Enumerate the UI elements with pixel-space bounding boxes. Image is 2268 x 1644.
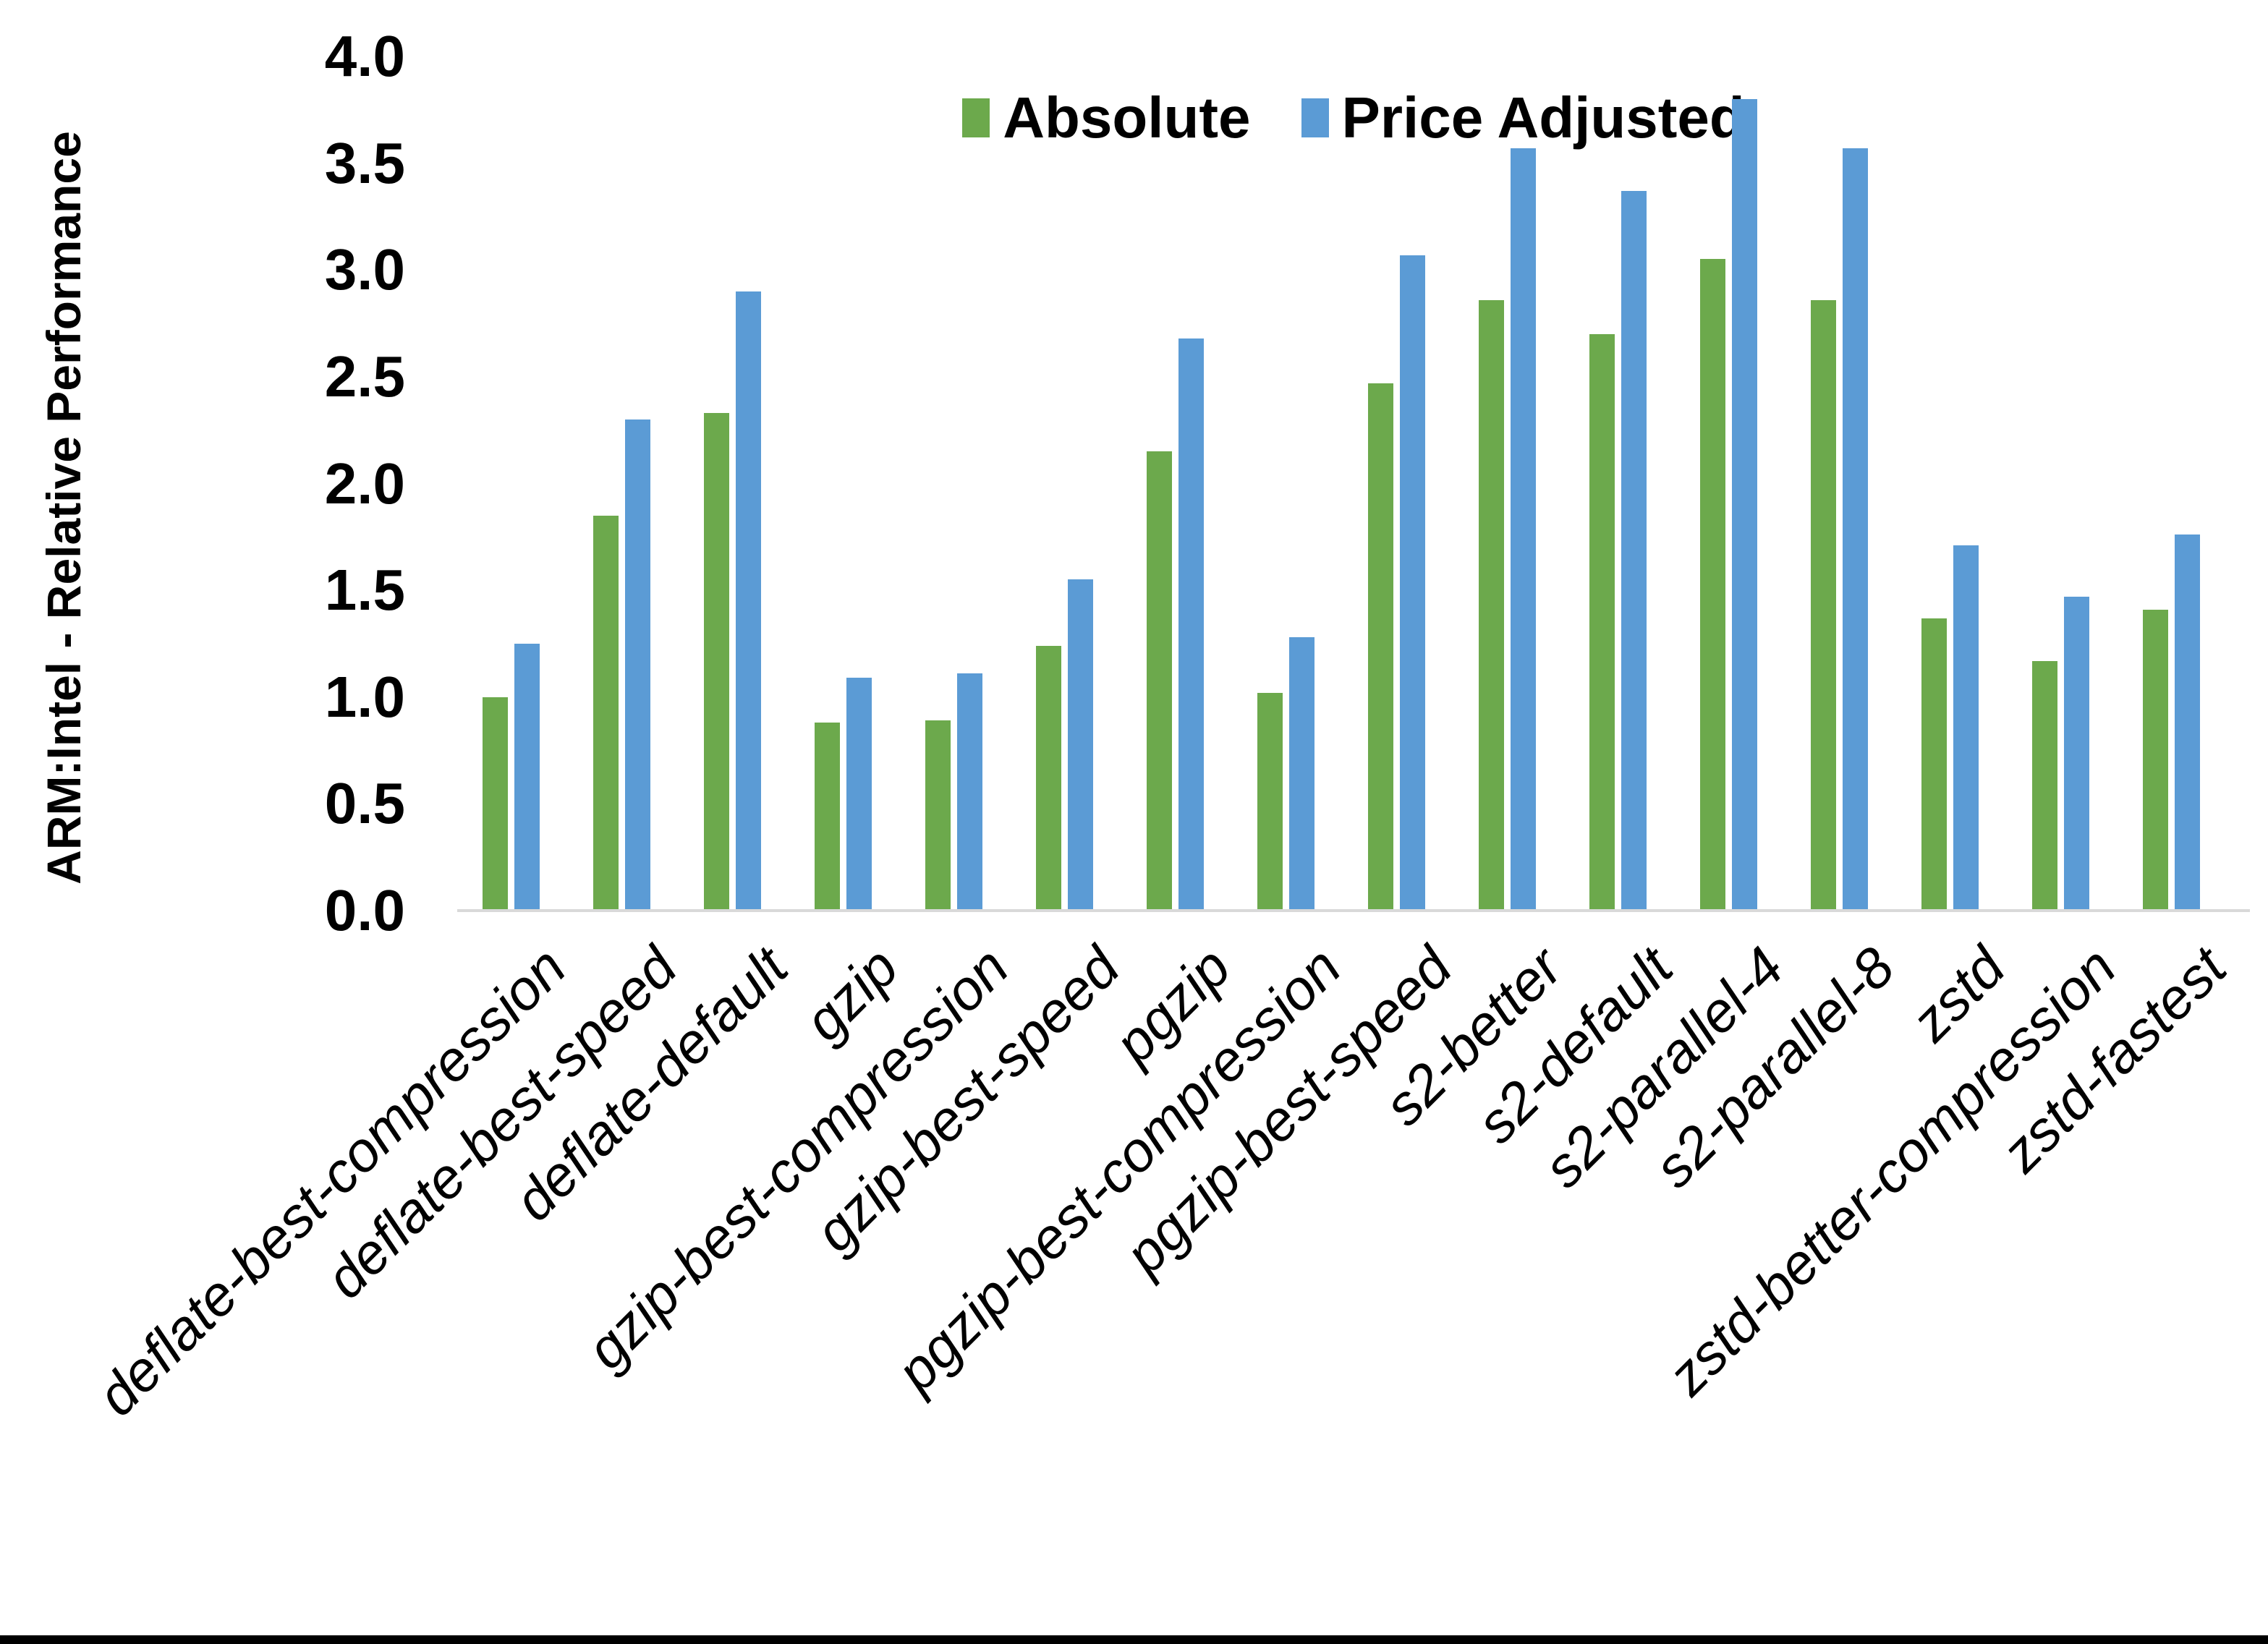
bar-price-adjusted (1732, 99, 1757, 911)
bar-price-adjusted (957, 673, 982, 911)
y-tick-label: 1.5 (324, 558, 405, 622)
bar-price-adjusted (514, 644, 540, 911)
bar-absolute (2143, 610, 2168, 911)
bar-absolute (1147, 451, 1172, 911)
bar-price-adjusted (1843, 148, 1868, 911)
bar-price-adjusted (1400, 255, 1425, 911)
bar-absolute (1589, 334, 1615, 911)
y-tick-label: 0.0 (324, 878, 405, 942)
bar-price-adjusted (1953, 545, 1979, 911)
y-tick-label: 0.5 (324, 771, 405, 835)
bar-price-adjusted (846, 678, 872, 911)
y-tick-label: 2.5 (324, 344, 405, 409)
bar-price-adjusted (625, 419, 650, 911)
bar-absolute (2032, 661, 2057, 911)
bar-price-adjusted (1511, 148, 1536, 911)
bar-price-adjusted (1068, 579, 1093, 911)
chart-legend: Absolute Price Adjusted (457, 85, 2250, 150)
bar-absolute (704, 413, 729, 911)
bar-price-adjusted (1621, 191, 1647, 911)
bar-absolute (1921, 618, 1947, 911)
y-tick-label: 2.0 (324, 451, 405, 516)
y-tick-label: 1.0 (324, 665, 405, 729)
bar-absolute (593, 516, 619, 911)
bar-price-adjusted (736, 291, 761, 911)
y-tick-label: 4.0 (324, 24, 405, 88)
bar-absolute (815, 723, 840, 911)
legend-label: Price Adjusted (1341, 85, 1745, 150)
legend-label: Absolute (1003, 85, 1251, 150)
x-axis-line (457, 909, 2250, 912)
bar-price-adjusted (2175, 534, 2200, 911)
bar-absolute (1479, 300, 1504, 911)
legend-swatch-icon (1301, 98, 1329, 137)
legend-item: Price Adjusted (1301, 85, 1745, 151)
x-axis-label: deflate-best-compression (85, 934, 578, 1428)
bar-price-adjusted (2064, 597, 2089, 911)
bar-absolute (1700, 259, 1725, 911)
bar-price-adjusted (1178, 338, 1204, 911)
bar-absolute (483, 697, 508, 911)
bar-absolute (1368, 383, 1393, 911)
y-tick-label: 3.5 (324, 131, 405, 195)
bottom-border (0, 1635, 2268, 1644)
y-tick-label: 3.0 (324, 237, 405, 302)
bar-absolute (1036, 646, 1061, 911)
bar-price-adjusted (1289, 637, 1314, 911)
y-axis-title: ARM:Intel - Relative Performance (37, 131, 90, 885)
bar-absolute (1811, 300, 1836, 911)
bar-absolute (1257, 693, 1283, 911)
bar-absolute (925, 720, 951, 911)
legend-item: Absolute (962, 85, 1251, 151)
legend-swatch-icon (962, 98, 990, 137)
